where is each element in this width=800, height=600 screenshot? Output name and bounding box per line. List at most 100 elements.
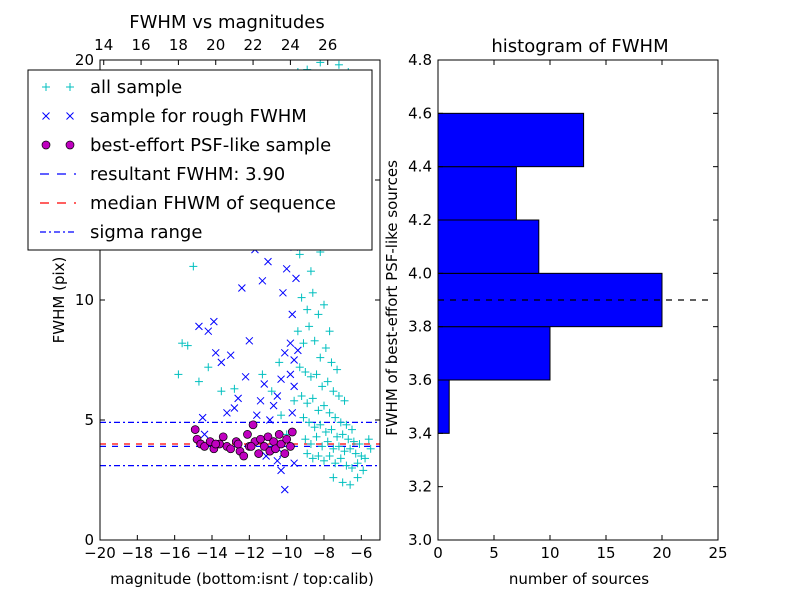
psf-sample-point [286, 442, 295, 451]
scatter-x-label: magnitude (bottom:isnt / top:calib) [110, 570, 374, 588]
rough-sample-point [277, 375, 285, 384]
rough-sample-point [279, 288, 287, 297]
legend-sigma-range: sigma range [40, 222, 202, 243]
rough-sample-point [223, 408, 231, 417]
all-sample-point [318, 382, 327, 391]
top-tick-label: 14 [94, 36, 113, 54]
legend-label: sigma range [90, 222, 202, 243]
legend-rough-sample: sample for rough FWHM [42, 106, 307, 127]
all-sample-point [189, 262, 198, 271]
all-sample-point [305, 322, 314, 331]
all-sample-point [316, 353, 325, 362]
rough-sample-point [292, 274, 300, 283]
all-sample-point [295, 363, 304, 372]
all-sample-point [303, 305, 312, 314]
all-sample-point [299, 339, 308, 348]
all-sample-point [301, 435, 310, 444]
psf-sample-point [200, 442, 209, 451]
psf-sample-point [256, 434, 265, 444]
all-sample-point [342, 420, 351, 429]
scatter-title: FWHM vs magnitudes [129, 12, 324, 33]
hist-y-tick-label: 4.4 [408, 158, 432, 176]
all-sample-point [346, 444, 355, 453]
all-sample-point [267, 387, 276, 396]
rough-sample-point [230, 404, 239, 412]
psf-sample-point [282, 434, 292, 444]
rough-sample-point [288, 408, 297, 417]
rough-sample-point [217, 358, 226, 367]
all-sample-point [329, 444, 338, 453]
rough-sample-point [264, 257, 272, 266]
hist-y-tick-label: 4.2 [408, 211, 432, 229]
all-sample-point [327, 358, 336, 367]
all-sample-point [344, 435, 353, 444]
all-sample-point [178, 339, 187, 348]
all-sample-point [340, 396, 349, 405]
all-sample-point [310, 336, 319, 345]
all-sample-point [303, 399, 312, 408]
all-sample-point [333, 432, 342, 441]
all-sample-point [308, 394, 317, 403]
all-sample-point [329, 387, 338, 396]
rough-sample-point [269, 401, 278, 410]
rough-sample-point [238, 284, 246, 292]
legend-label: all sample [90, 77, 182, 98]
rough-sample-point [211, 348, 220, 357]
top-tick-label: 24 [281, 36, 300, 54]
all-sample-point [297, 293, 306, 302]
rough-sample-point [273, 392, 282, 400]
all-sample-point [340, 447, 349, 456]
all-sample-point [336, 418, 345, 427]
x-tick-label: −12 [234, 544, 266, 562]
all-sample-point [323, 377, 332, 386]
all-sample-point [217, 387, 226, 396]
histogram-bar [437, 219, 540, 274]
all-sample-point [331, 459, 340, 468]
top-tick-label: 16 [132, 36, 151, 54]
x-tick-label: −8 [313, 544, 335, 562]
all-sample-point [325, 327, 334, 336]
all-sample-point [348, 464, 356, 472]
scatter-legend: all sample sample for rough FWHM best-effo… [27, 69, 373, 251]
all-sample-point [305, 418, 314, 427]
hist-y-tick-label: 3.4 [408, 424, 432, 442]
top-tick-label: 20 [206, 36, 225, 54]
all-sample-point [361, 454, 370, 463]
scatter-panel: −20−18−16−14−12−10−8−6051015201416182022… [27, 12, 381, 588]
histogram-title: histogram of FWHM [491, 36, 668, 57]
all-sample-point [320, 401, 328, 410]
histogram-panel: 0 5 10 15 20 25 3.0 3.2 3.4 3.6 3.8 4.0 4.2 4.4 4.6 4.8… [383, 36, 728, 588]
legend-label: sample for rough FWHM [90, 106, 307, 127]
rough-sample-point [195, 322, 203, 331]
all-sample-point [230, 384, 239, 393]
rough-sample-point [200, 430, 209, 439]
rough-sample-point [258, 276, 267, 285]
rough-sample-point [252, 411, 261, 420]
x-tick-label: −18 [122, 544, 154, 562]
all-sample-point [306, 267, 315, 276]
all-sample-point [299, 413, 308, 422]
hist-y-tick-label: 4.0 [408, 264, 432, 282]
all-sample-point [321, 344, 330, 352]
y-tick-label: 0 [84, 531, 94, 549]
all-sample-point [355, 440, 364, 448]
all-sample-point [348, 425, 356, 434]
psf-sample-point [276, 439, 286, 449]
all-sample-point [327, 425, 336, 434]
all-sample-point [297, 392, 306, 400]
y-tick-label: 20 [75, 51, 94, 69]
all-sample-point [301, 368, 310, 376]
all-sample-point [331, 413, 340, 422]
hist-x-tick-label: 20 [652, 544, 671, 562]
rough-sample-point [286, 339, 295, 348]
hist-y-tick-label: 3.2 [408, 478, 432, 496]
rough-sample-point [280, 348, 289, 357]
rough-sample-point [204, 327, 213, 336]
legend-label: resultant FWHM: 3.90 [90, 164, 285, 185]
all-sample-point [290, 396, 299, 405]
all-sample-point [194, 377, 203, 386]
histogram-x-label: number of sources [509, 570, 649, 588]
legend-frame [27, 69, 373, 251]
all-sample-point [329, 473, 338, 482]
all-sample-point [306, 440, 315, 448]
